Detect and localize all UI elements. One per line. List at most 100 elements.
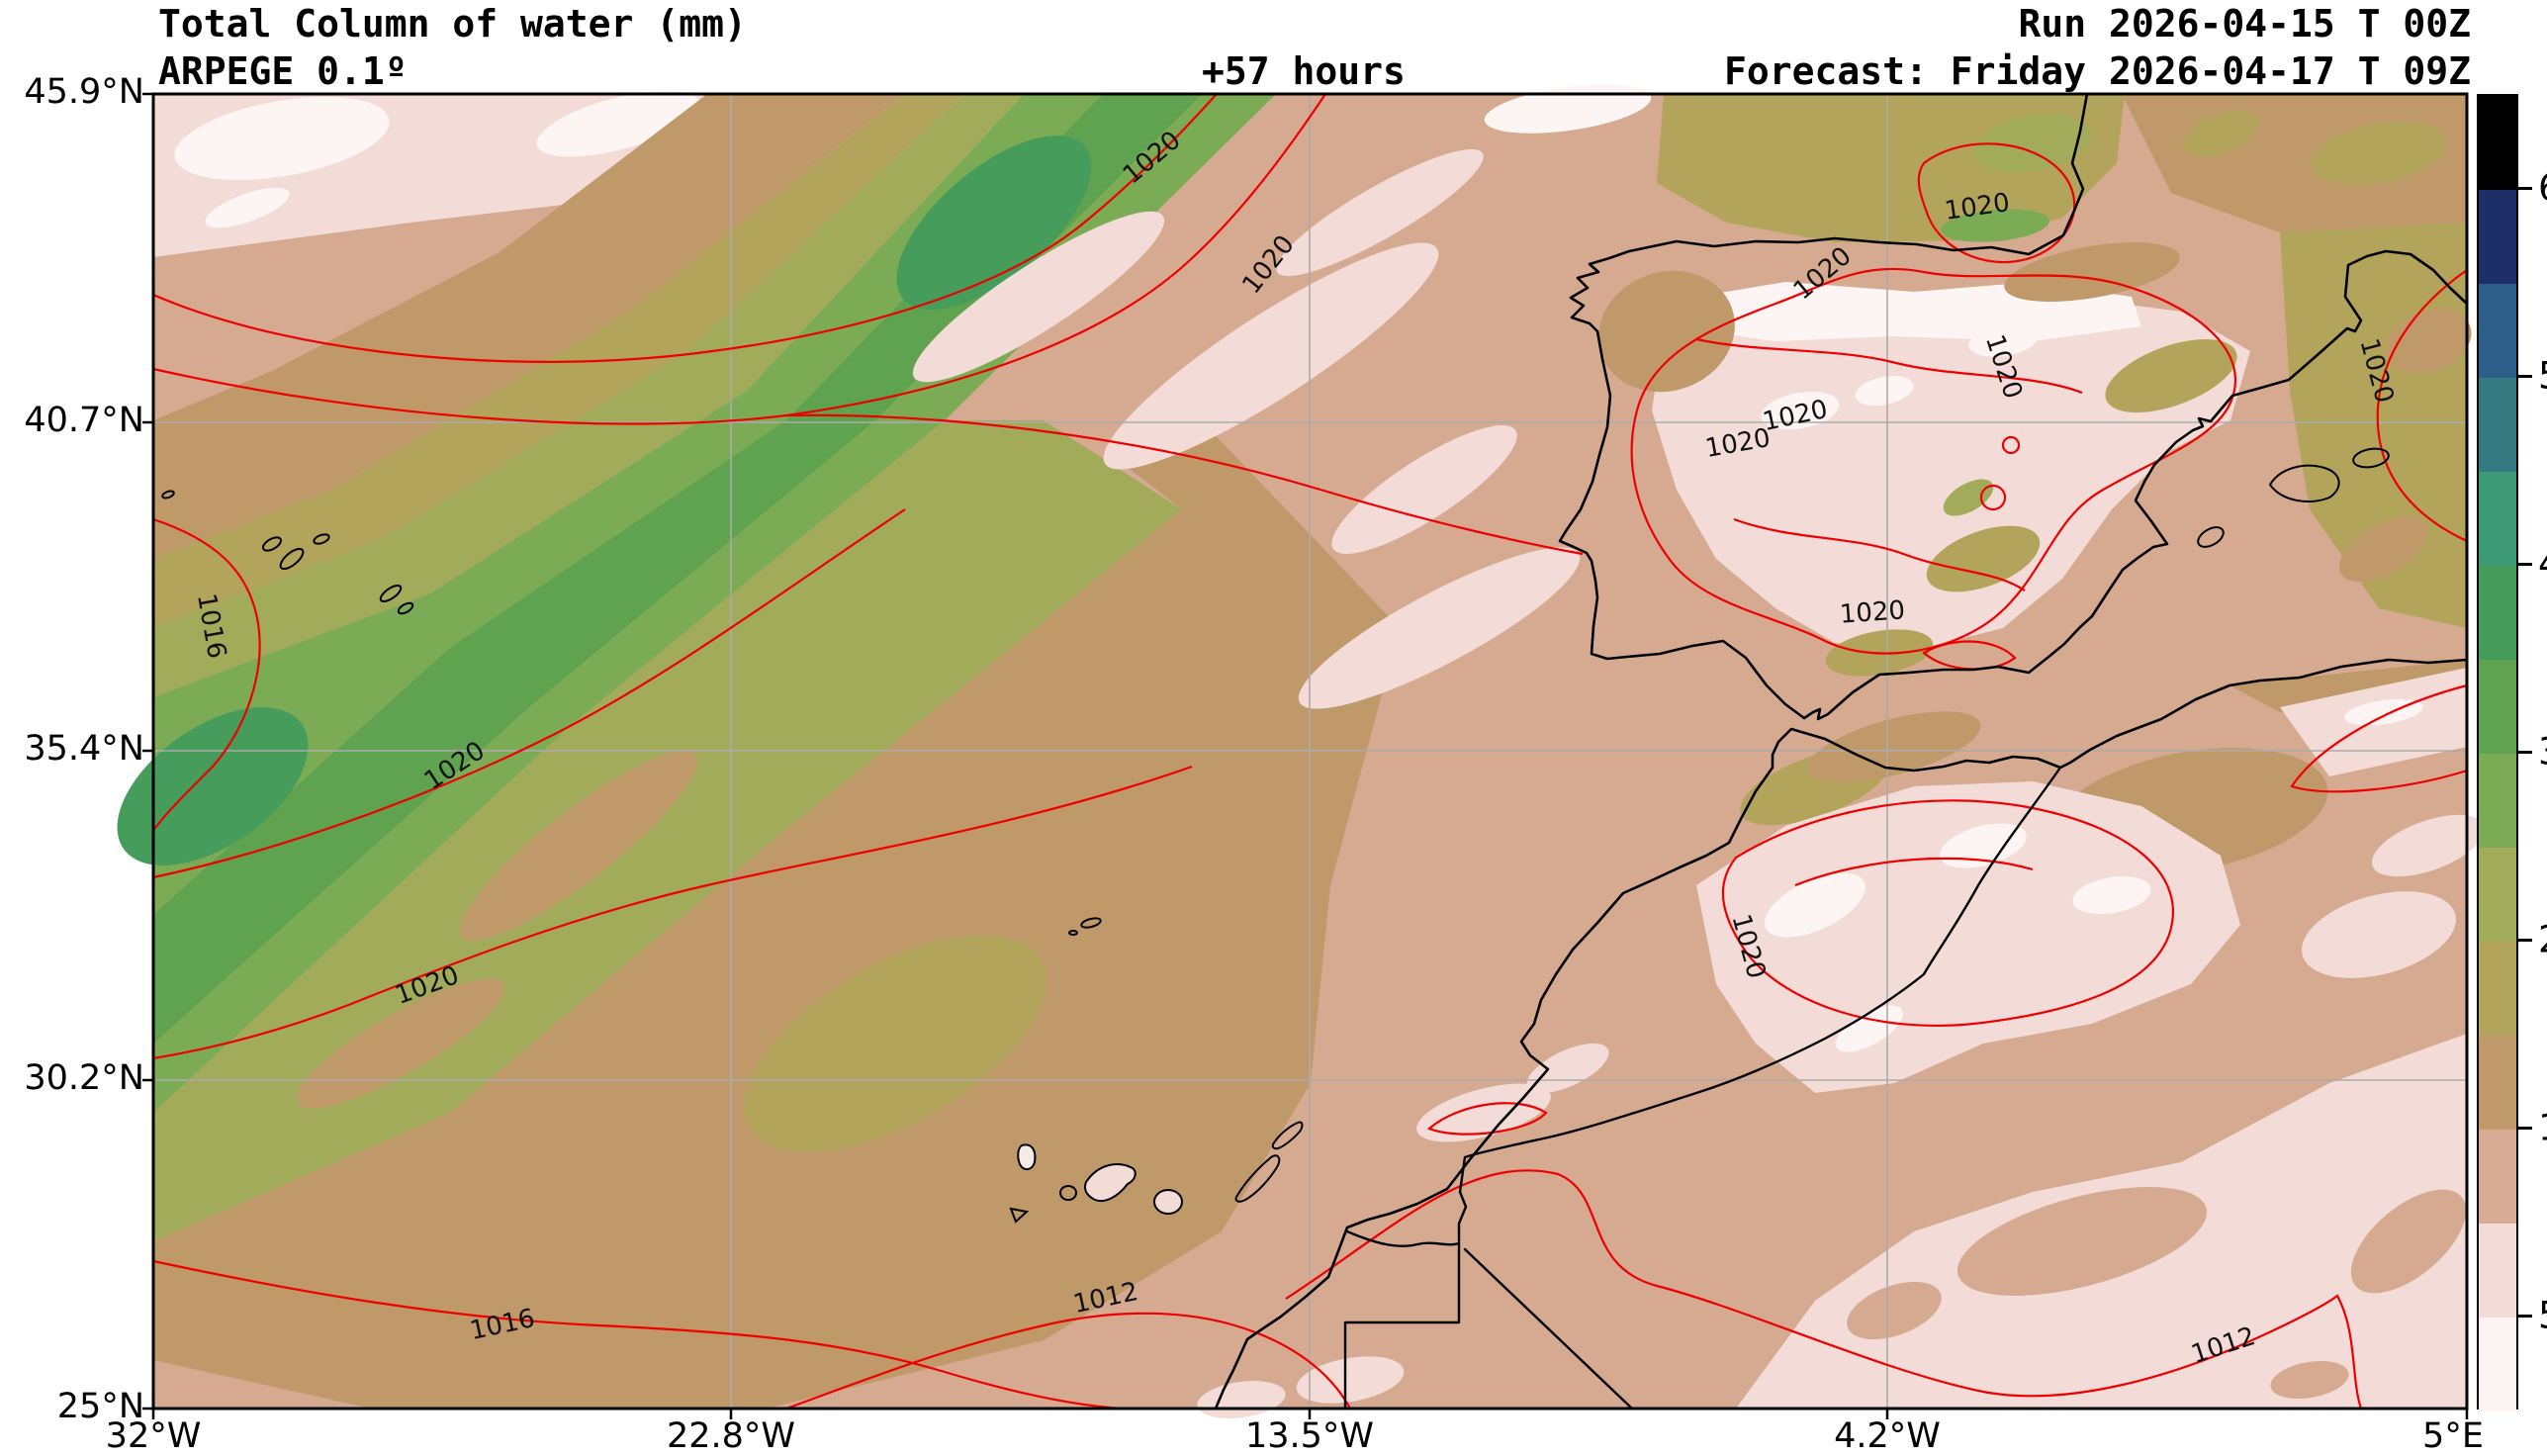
coastline bbox=[1214, 658, 2469, 1410]
isobar-contour bbox=[1922, 640, 2017, 671]
colorbar-tick-label: 15 bbox=[2538, 1107, 2547, 1149]
fill-region bbox=[2385, 309, 2472, 374]
island bbox=[1271, 1121, 1304, 1150]
island bbox=[379, 584, 403, 603]
colorbar-tick-label: 45 bbox=[2538, 543, 2547, 586]
fill-region bbox=[2072, 875, 2151, 915]
island bbox=[1080, 917, 1102, 929]
fill-region bbox=[117, 707, 309, 865]
island bbox=[1009, 1207, 1030, 1224]
fill-region bbox=[1941, 209, 2049, 242]
fill-region bbox=[2182, 110, 2259, 157]
fill-region bbox=[2004, 242, 2180, 302]
fill-region bbox=[1973, 114, 2092, 173]
isobar-contour bbox=[1917, 142, 2076, 264]
isobar-contour bbox=[1695, 337, 2083, 395]
forecast-map: 1020 1020 1016 1020 1020 1016 1012 1012 1020 1020… bbox=[117, 84, 2486, 1419]
isobar-contour bbox=[1630, 267, 2237, 655]
colorbar-segment bbox=[2479, 1036, 2516, 1130]
fill-region bbox=[1956, 1187, 2208, 1296]
fill-region bbox=[459, 750, 698, 942]
isobar-contour bbox=[2290, 683, 2468, 793]
colorbar-tick-label: 35 bbox=[2538, 731, 2547, 774]
fill-region bbox=[1855, 375, 1914, 407]
fill-region bbox=[2371, 814, 2486, 877]
fill-region bbox=[1296, 1356, 1405, 1404]
fill-region bbox=[153, 94, 1202, 1044]
island bbox=[1234, 1154, 1281, 1203]
fill-region bbox=[205, 187, 290, 228]
y-tick-label: 25°N bbox=[56, 1387, 144, 1426]
coastline bbox=[1457, 766, 2062, 1243]
isobar-contour bbox=[152, 508, 906, 879]
fill-region bbox=[1968, 325, 2038, 357]
fill-region bbox=[1331, 425, 1517, 554]
fill-region bbox=[1761, 391, 1840, 430]
fill-region bbox=[2338, 515, 2429, 583]
fill-region bbox=[1484, 84, 1652, 134]
island bbox=[1059, 1185, 1077, 1201]
x-tick-label: 22.8°W bbox=[666, 1416, 796, 1456]
island bbox=[2352, 447, 2390, 469]
fill-region bbox=[536, 90, 700, 157]
colorbar-tick bbox=[2518, 187, 2532, 190]
fill-region bbox=[896, 136, 1092, 310]
isobar-label: 1020 bbox=[1839, 595, 1906, 630]
fill-region bbox=[1696, 781, 2240, 1093]
forecast-label: Forecast: Friday 2026-04-17 T 09Z bbox=[1724, 49, 2471, 93]
fill-region bbox=[912, 211, 1165, 383]
isobar-ring bbox=[1979, 484, 2007, 511]
island bbox=[161, 490, 175, 500]
isobar-contour bbox=[1721, 799, 2175, 1028]
colorbar-segment bbox=[2479, 848, 2516, 942]
y-tick-label: 45.9°N bbox=[24, 72, 144, 112]
fill-region bbox=[174, 96, 390, 181]
x-tick-label: 4.2°W bbox=[1834, 1416, 1941, 1456]
fill-region bbox=[1276, 148, 1484, 277]
coastline bbox=[1463, 1247, 1634, 1410]
coastline bbox=[1343, 1241, 1461, 1410]
colorbar-segment bbox=[2479, 472, 2516, 566]
colorbar-tick bbox=[2518, 1315, 2532, 1318]
map-frame bbox=[151, 92, 2469, 1410]
isobar-contour bbox=[785, 1312, 1351, 1410]
isobar-contour bbox=[152, 93, 1326, 425]
colorbar-segment bbox=[2479, 96, 2516, 190]
isobar-contour bbox=[1794, 857, 2034, 887]
fill-region bbox=[1940, 823, 2027, 868]
fill-region bbox=[2350, 1189, 2467, 1294]
lead-time-label: +57 hours bbox=[1202, 49, 1406, 93]
colorbar-segment bbox=[2479, 660, 2516, 754]
x-tick-label: 32°W bbox=[105, 1416, 202, 1456]
colorbar-segment bbox=[2479, 284, 2516, 378]
colorbar-segment bbox=[2479, 754, 2516, 848]
colorbar-segment bbox=[2479, 1224, 2516, 1318]
colorbar-segment bbox=[2479, 566, 2516, 660]
fill-region bbox=[1836, 1005, 1903, 1052]
colorbar-segment bbox=[2479, 942, 2516, 1036]
colorbar-segment bbox=[2479, 378, 2516, 472]
isobar-contour bbox=[785, 413, 1584, 556]
island bbox=[313, 533, 330, 545]
isobar-contour bbox=[1285, 1169, 2363, 1410]
island bbox=[1084, 1163, 1137, 1203]
fill-region bbox=[153, 94, 1024, 697]
isobar-contour bbox=[2376, 269, 2468, 542]
y-tick-label: 30.2°N bbox=[24, 1058, 144, 1098]
coastline bbox=[1558, 92, 2469, 721]
fill-region bbox=[1847, 1281, 1942, 1340]
colorbar-segment bbox=[2479, 1130, 2516, 1224]
colorbar-tick-label: 5 bbox=[2538, 1295, 2547, 1337]
x-tick-label: 5°E bbox=[2422, 1416, 2484, 1456]
model-label: ARPEGE 0.1º bbox=[158, 49, 408, 93]
isobar-contour bbox=[1733, 517, 2026, 592]
island bbox=[261, 536, 283, 552]
y-tick-label: 35.4°N bbox=[24, 729, 144, 769]
colorbar-tick bbox=[2518, 375, 2532, 378]
fill-region bbox=[2344, 698, 2423, 726]
island bbox=[397, 601, 414, 615]
colorbar-tick-label: 55 bbox=[2538, 355, 2547, 398]
fill-region bbox=[153, 94, 905, 559]
map-canvas: 1020102010161020102010161012101210201020… bbox=[117, 84, 2486, 1419]
fill-region bbox=[2270, 1360, 2349, 1400]
